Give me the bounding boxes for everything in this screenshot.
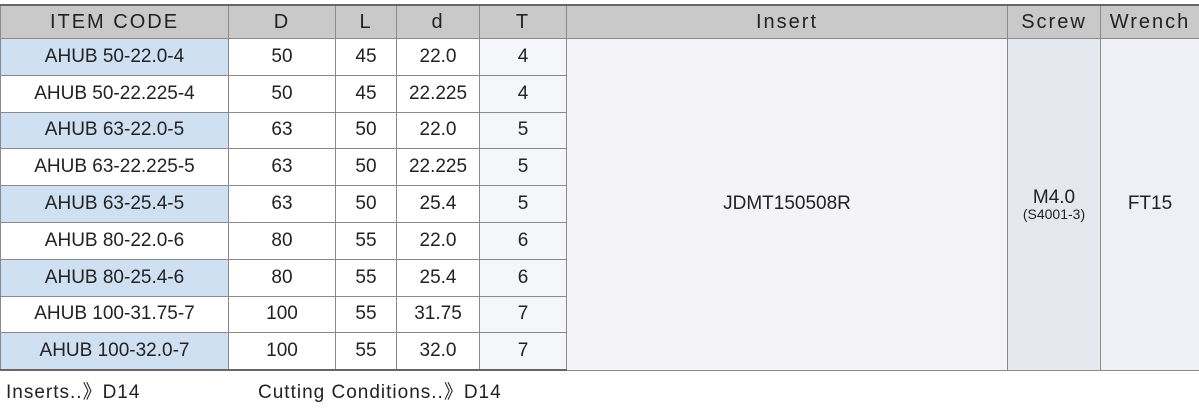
cell: 100 <box>228 332 336 372</box>
cell: 50 <box>228 74 336 113</box>
cell: 45 <box>335 74 397 113</box>
cell: 50 <box>335 111 397 150</box>
cell: 4 <box>479 38 567 76</box>
item-code: AHUB 63-22.225-5 <box>0 148 229 187</box>
item-code: AHUB 50-22.225-4 <box>0 74 229 113</box>
screw: M4.0 <box>1032 186 1076 208</box>
cell: 55 <box>335 258 397 297</box>
cell: 25.4 <box>396 258 480 297</box>
item-code: AHUB 63-22.0-5 <box>0 111 229 150</box>
table-row: AHUB 50-22.225-4 50 45 22.225 4 <box>0 74 1199 113</box>
cell: 50 <box>335 185 397 223</box>
table-row: AHUB 80-25.4-6 80 55 25.4 6 <box>0 258 1199 297</box>
column-header: L <box>335 4 397 39</box>
cell: 63 <box>228 111 336 150</box>
cell: 50 <box>228 38 336 76</box>
cell: 22.0 <box>396 38 480 76</box>
cell: 80 <box>228 258 336 297</box>
screw-cell: M4.0 (S4001-3) <box>1007 38 1101 371</box>
cell: 63 <box>228 185 336 223</box>
cell: 31.75 <box>396 295 480 334</box>
cell: 22.0 <box>396 111 480 150</box>
cell: 32.0 <box>396 332 480 372</box>
column-header: ITEM CODE <box>0 4 229 39</box>
cell: 5 <box>479 111 567 150</box>
cell: 6 <box>479 221 567 260</box>
cell: 22.225 <box>396 74 480 113</box>
table-row: AHUB 63-22.0-5 63 50 22.0 5 <box>0 111 1199 150</box>
screw-code: (S4001-3) <box>1022 205 1086 222</box>
cell: 5 <box>479 148 567 187</box>
cell: 80 <box>228 221 336 260</box>
cell: 5 <box>479 185 567 223</box>
item-code: AHUB 63-25.4-5 <box>0 185 229 223</box>
column-header: Insert <box>566 4 1008 39</box>
table-row: AHUB 63-22.225-5 63 50 22.225 5 <box>0 148 1199 187</box>
column-header: Screw <box>1007 4 1101 39</box>
table-row: AHUB 63-25.4-5 63 50 25.4 5 <box>0 185 1199 223</box>
column-header: Wrench <box>1100 4 1199 39</box>
inserts-ref: Inserts..》D14 <box>6 382 141 403</box>
cell: 55 <box>335 295 397 334</box>
table-row: AHUB 100-31.75-7 100 55 31.75 7 <box>0 295 1199 334</box>
cutting-ref: Cutting Conditions..》D14 <box>258 382 502 403</box>
cell: 50 <box>335 148 397 187</box>
column-header: d <box>396 4 480 39</box>
cell: 6 <box>479 258 567 297</box>
cell: 55 <box>335 221 397 260</box>
item-code: AHUB 100-32.0-7 <box>0 332 229 372</box>
cell: 45 <box>335 38 397 76</box>
table-row: AHUB 80-22.0-6 80 55 22.0 6 <box>0 221 1199 260</box>
item-code: AHUB 80-22.0-6 <box>0 221 229 260</box>
cell: 7 <box>479 332 567 372</box>
insert-cell: JDMT150508R <box>566 38 1008 371</box>
column-header: D <box>228 4 336 39</box>
cell: 63 <box>228 148 336 187</box>
cell: 4 <box>479 74 567 113</box>
item-code: AHUB 100-31.75-7 <box>0 295 229 334</box>
cell: 22.0 <box>396 221 480 260</box>
cell: 100 <box>228 295 336 334</box>
cell: 25.4 <box>396 185 480 223</box>
cell: 55 <box>335 332 397 372</box>
wrench-cell: FT15 <box>1100 38 1199 371</box>
item-code: AHUB 50-22.0-4 <box>0 38 229 76</box>
item-code: AHUB 80-25.4-6 <box>0 258 229 297</box>
cell: 22.225 <box>396 148 480 187</box>
table-row: AHUB 50-22.0-4 50 45 22.0 4 JDMT150508R M4.0 (S… <box>0 38 1199 371</box>
cell: 7 <box>479 295 567 334</box>
column-header: T <box>479 4 567 39</box>
table-row: AHUB 100-32.0-7 100 55 32.0 7 <box>0 332 1199 372</box>
